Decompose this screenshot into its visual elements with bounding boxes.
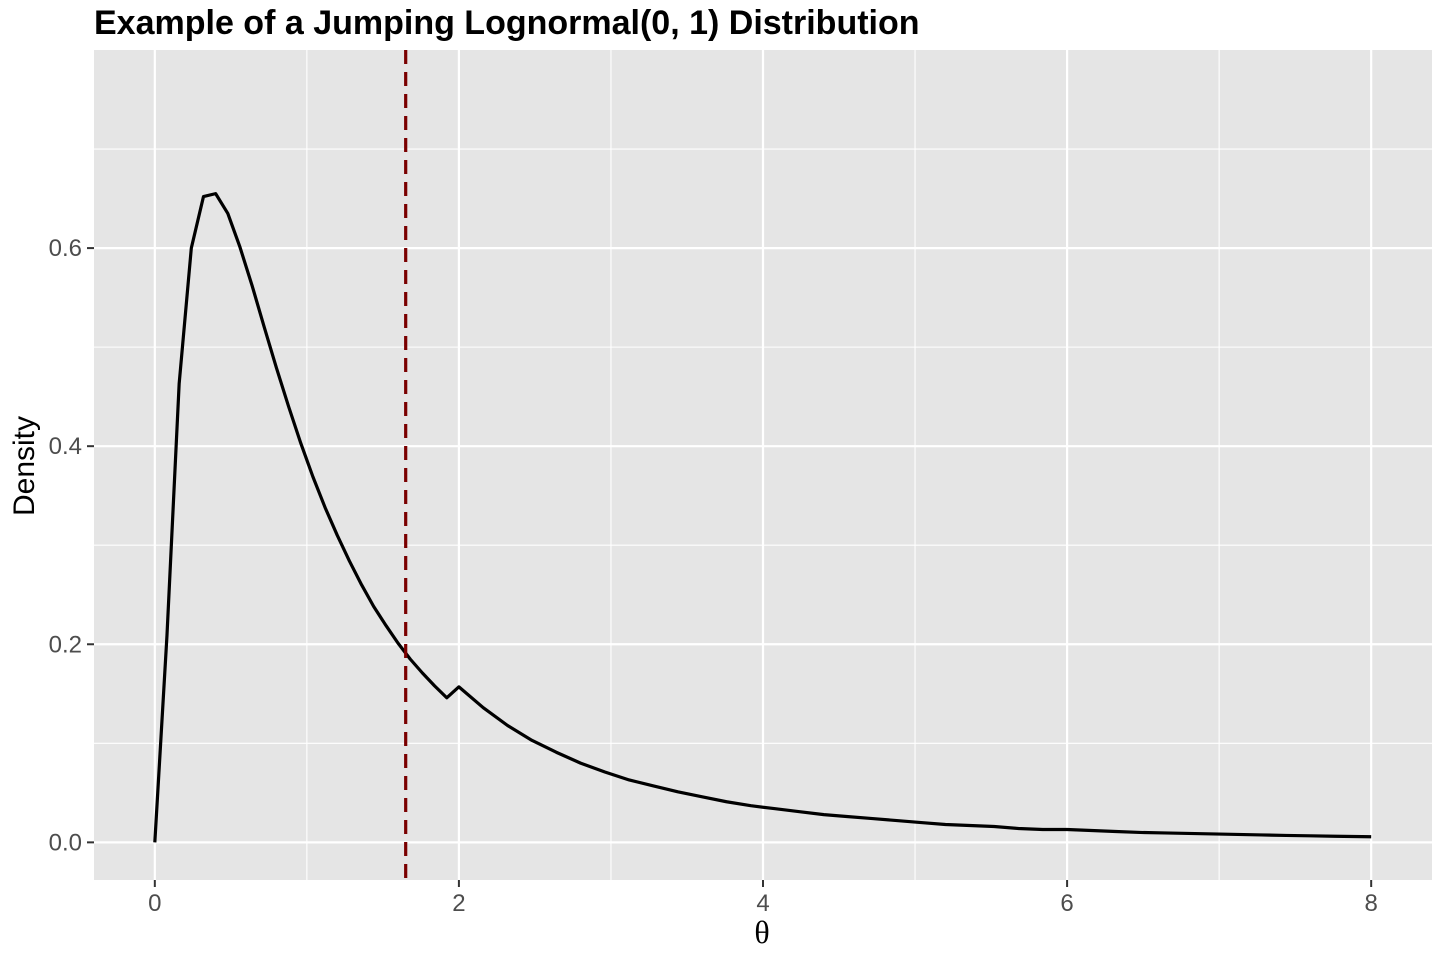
x-axis-title: θ xyxy=(754,914,769,950)
density-curve-line xyxy=(153,192,1372,843)
y-tick-label: 0.0 xyxy=(49,829,82,856)
y-tick-label: 0.6 xyxy=(49,235,82,262)
y-axis-title: Density xyxy=(8,416,41,516)
x-tick-label: 4 xyxy=(756,890,769,917)
x-tick-label: 2 xyxy=(452,890,465,917)
chart-title: Example of a Jumping Lognormal(0, 1) Dis… xyxy=(94,4,920,42)
x-tick-label: 6 xyxy=(1060,890,1073,917)
x-tick-labels: 0 2 4 6 8 xyxy=(148,890,1378,917)
axis-ticks xyxy=(87,247,1373,887)
x-tick-label: 0 xyxy=(148,890,161,917)
major-gridlines xyxy=(94,50,1432,880)
y-tick-label: 0.4 xyxy=(49,433,82,460)
y-tick-labels: 0.0 0.2 0.4 0.6 xyxy=(49,235,82,856)
x-tick-label: 8 xyxy=(1365,890,1378,917)
y-tick-label: 0.2 xyxy=(49,631,82,658)
